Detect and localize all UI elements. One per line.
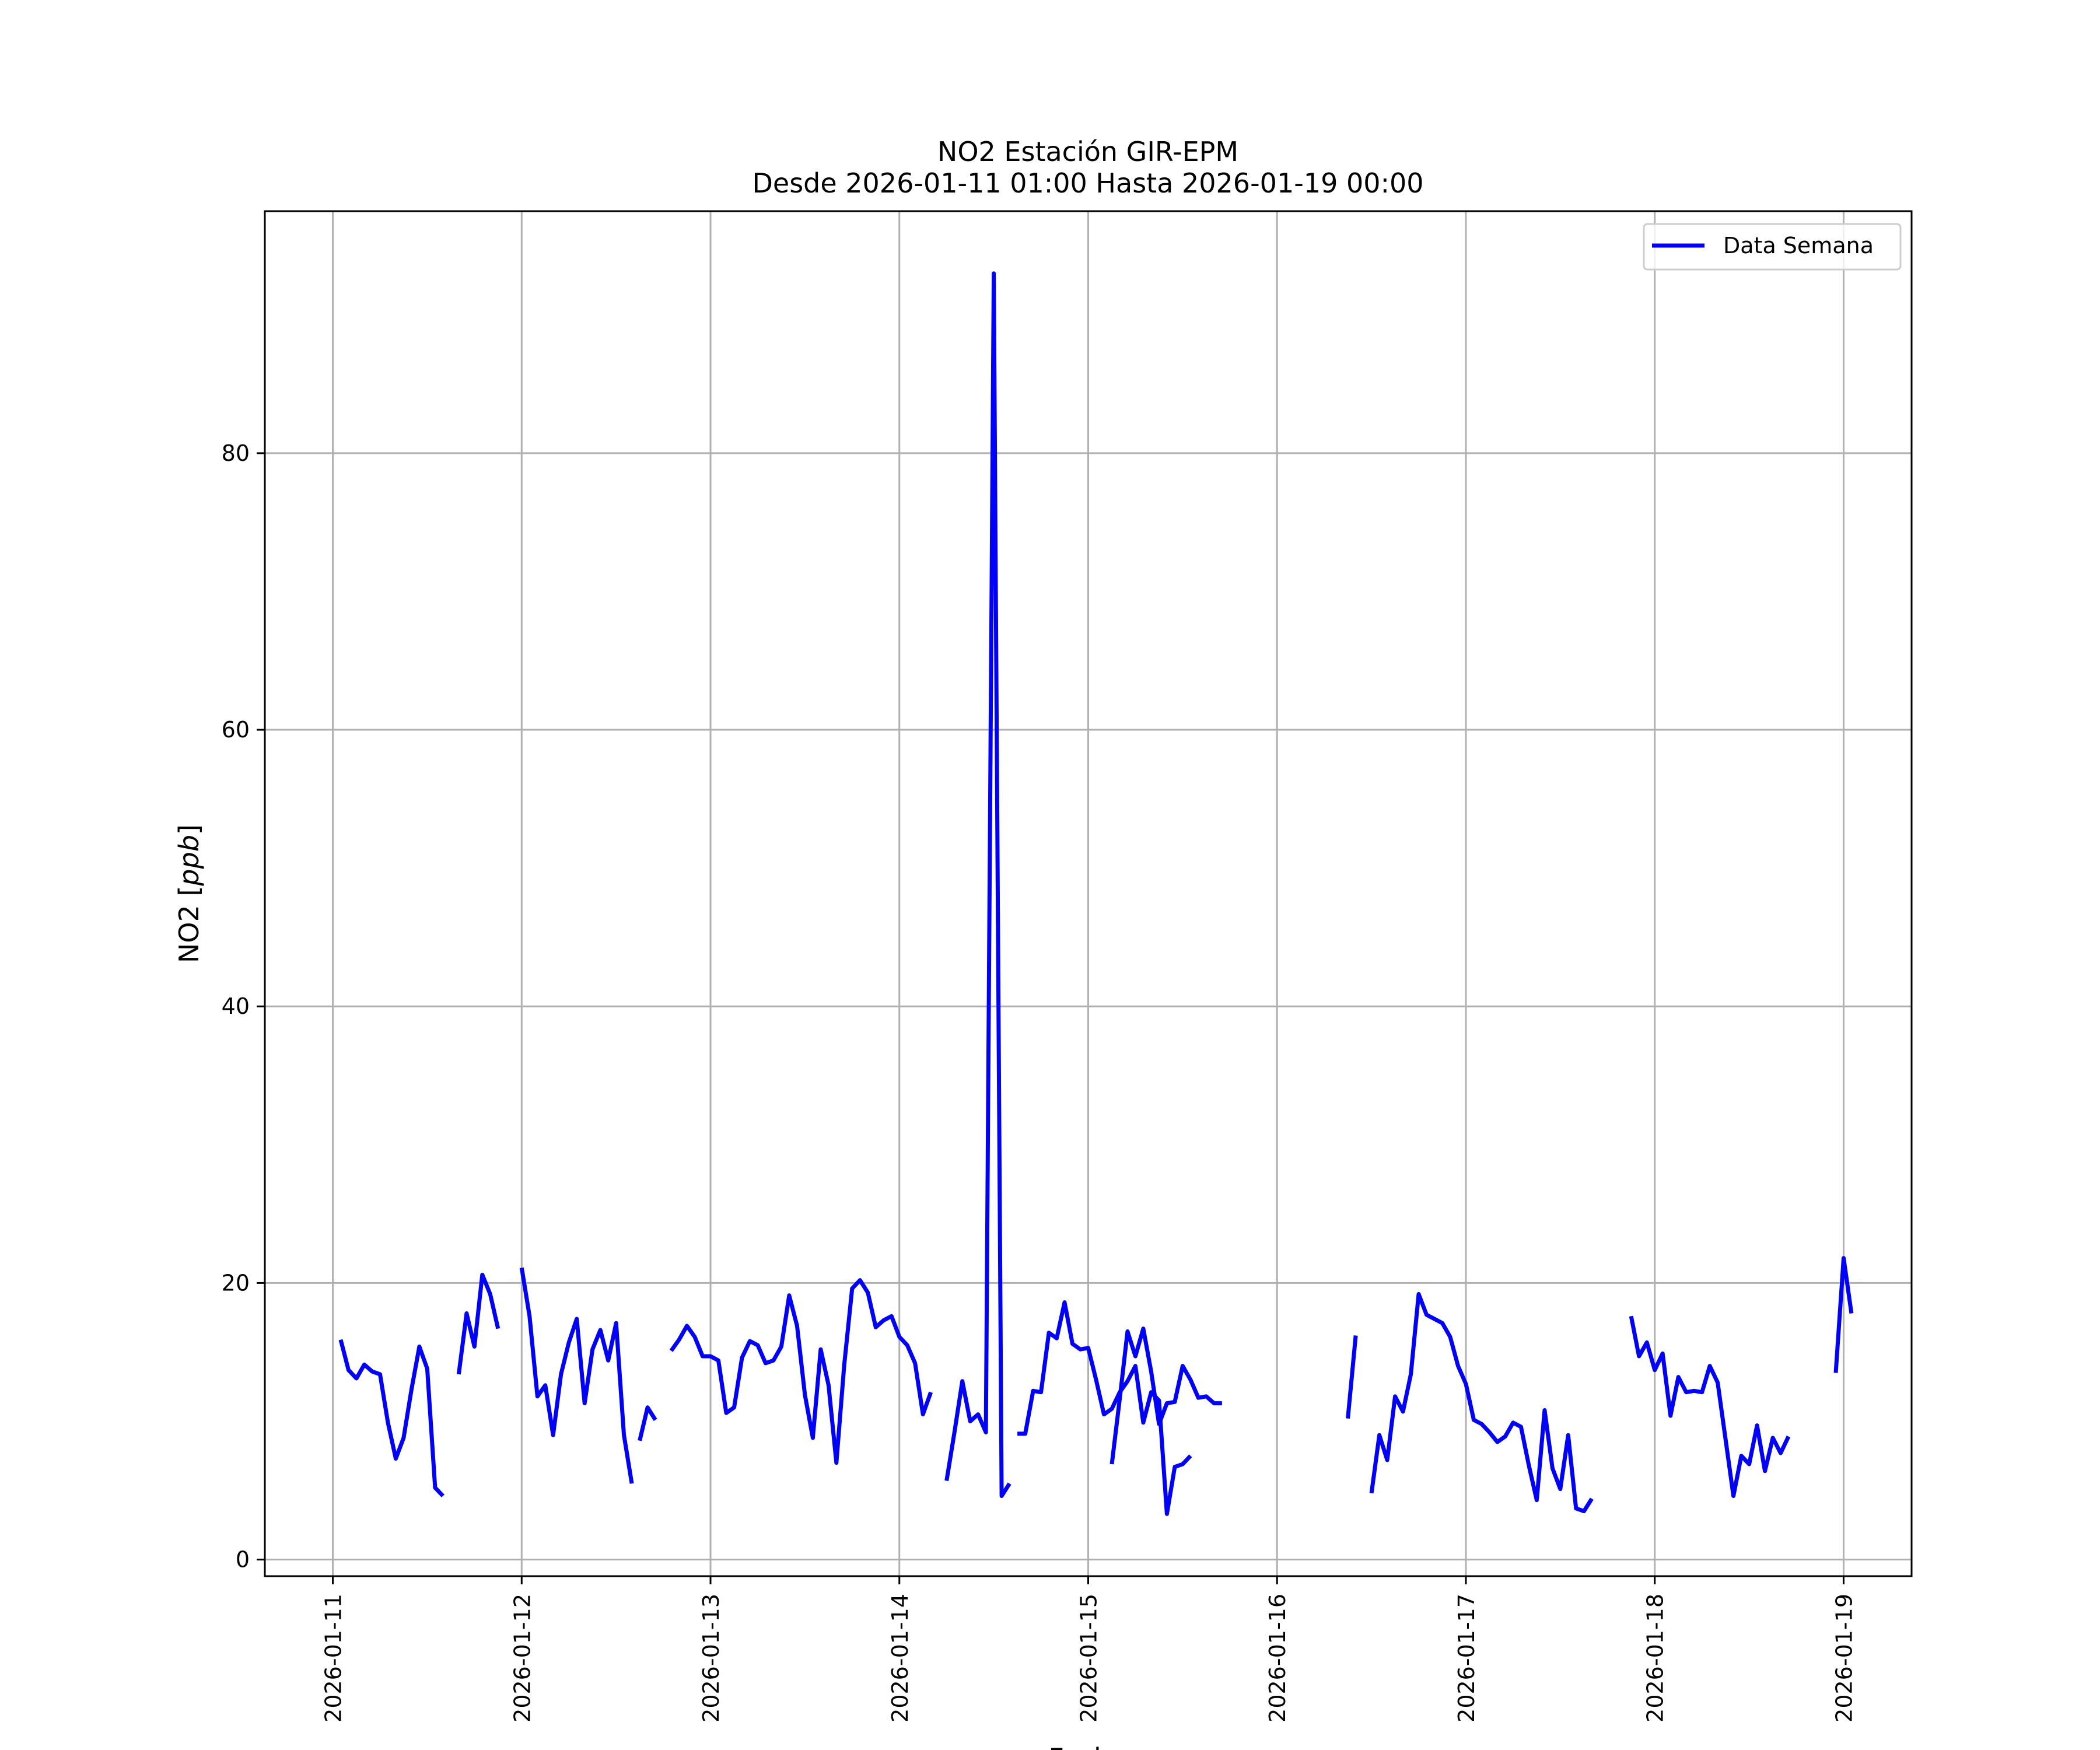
series-segment xyxy=(669,1278,933,1465)
x-tick-label: 2026-01-11 xyxy=(321,1594,346,1723)
x-tick-label: 2026-01-14 xyxy=(887,1594,913,1723)
x-tick-label: 2026-01-12 xyxy=(509,1594,535,1723)
y-axis-label-unit: ppb xyxy=(173,835,205,887)
x-tick-label: 2026-01-18 xyxy=(1643,1594,1668,1723)
x-tick-label: 2026-01-15 xyxy=(1076,1594,1102,1723)
series-segment xyxy=(1346,1335,1358,1419)
legend-label: Data Semana xyxy=(1723,233,1874,258)
series-data-semana xyxy=(338,271,1854,1516)
y-axis-ticks: 0 20 40 60 80 xyxy=(222,440,265,1573)
grid-lines xyxy=(265,211,1912,1576)
y-tick-label: 80 xyxy=(222,440,250,466)
y-axis-label-close: ] xyxy=(173,824,205,835)
plot-frame xyxy=(264,210,1913,1577)
y-axis-label: NO2 [ppb] xyxy=(173,824,205,963)
y-tick-label: 20 xyxy=(222,1270,250,1296)
series-segment xyxy=(1629,1315,1791,1498)
series-segment xyxy=(638,1405,657,1441)
y-tick-label: 60 xyxy=(222,717,250,743)
series-segment xyxy=(338,1339,444,1497)
chart-title: NO2 Estación GIR-EPM xyxy=(937,136,1238,167)
x-tick-label: 2026-01-17 xyxy=(1454,1594,1479,1723)
series-segment xyxy=(1110,1326,1222,1465)
legend-box xyxy=(1643,223,1902,271)
series-segment xyxy=(944,271,1012,1498)
x-tick-label: 2026-01-19 xyxy=(1831,1594,1857,1723)
y-tick-label: 40 xyxy=(222,993,250,1019)
x-tick-label: 2026-01-16 xyxy=(1265,1594,1290,1723)
chart-subtitle: Desde 2026-01-11 01:00 Hasta 2026-01-19 … xyxy=(752,167,1423,199)
series-segment xyxy=(1017,1300,1192,1516)
x-axis-label: Fecha xyxy=(1049,1742,1128,1750)
series-segment xyxy=(519,1267,634,1484)
x-axis-ticks: 2026-01-11 2026-01-12 2026-01-13 2026-01-14… xyxy=(321,1576,1857,1723)
y-axis-label-text: NO2 [ xyxy=(173,886,205,963)
series-segment xyxy=(456,1272,501,1375)
x-tick-label: 2026-01-13 xyxy=(698,1594,724,1723)
series-segment xyxy=(1833,1256,1854,1373)
legend: Data Semana xyxy=(1643,223,1902,271)
series-segment xyxy=(1369,1292,1594,1514)
y-tick-label: 0 xyxy=(236,1547,250,1573)
